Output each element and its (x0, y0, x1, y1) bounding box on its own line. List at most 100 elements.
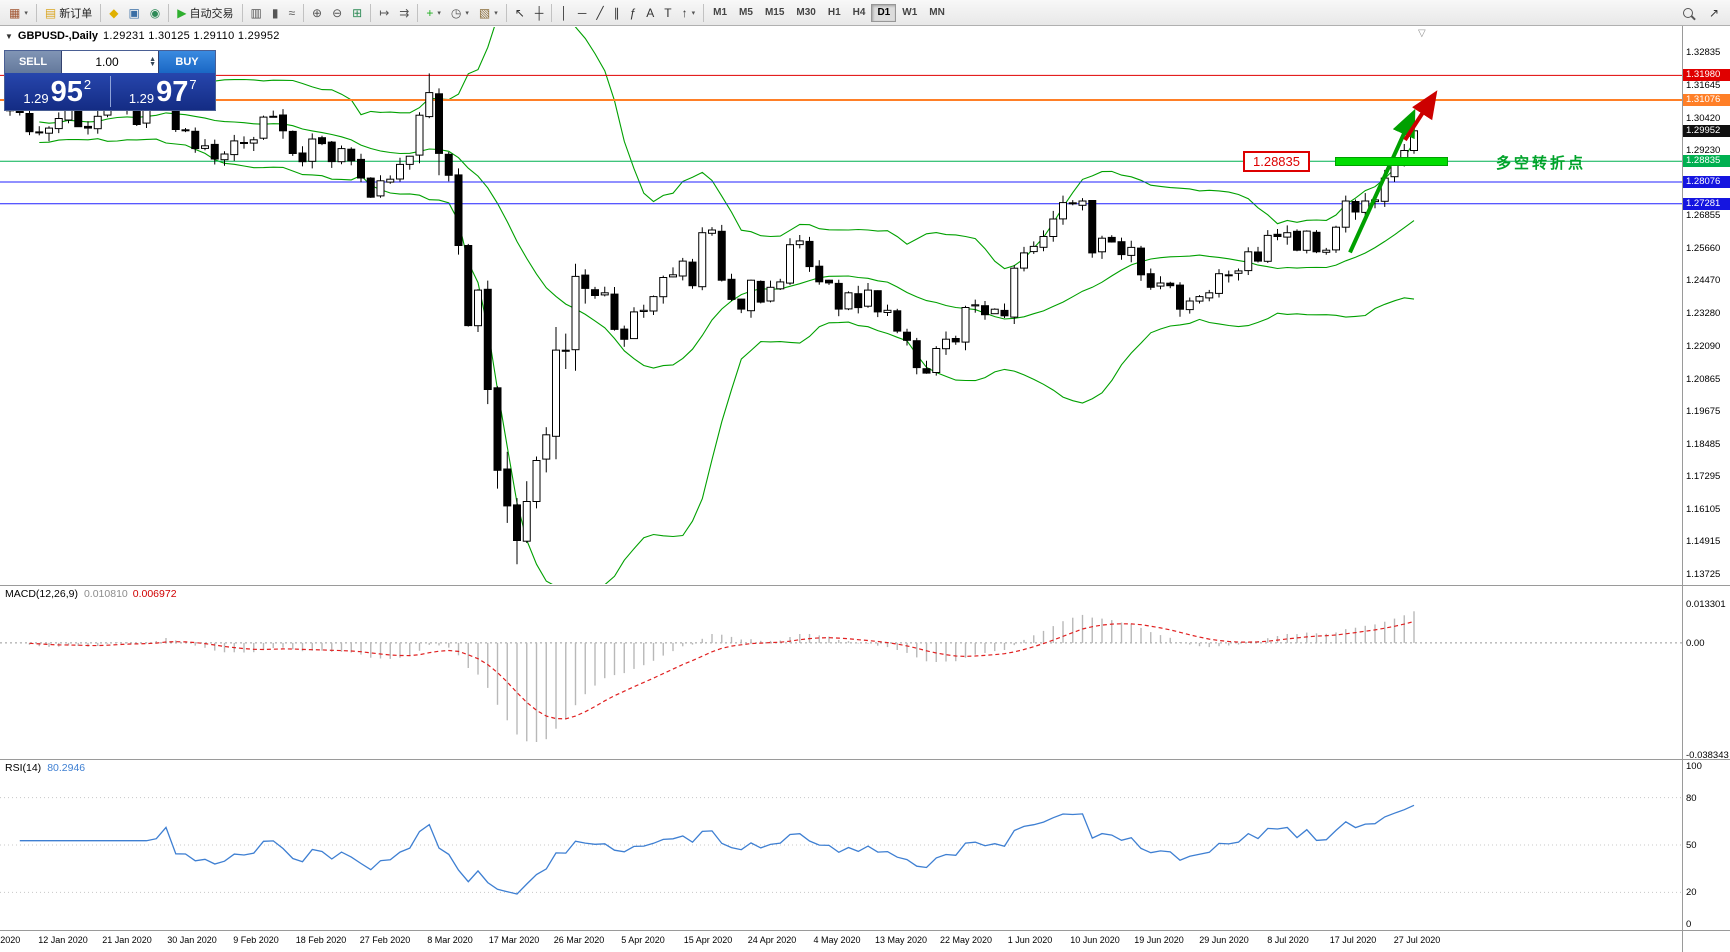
line-chart-mode-button[interactable]: ≈ (283, 3, 300, 23)
price-tick: 1.13725 (1686, 569, 1721, 580)
trade-panel-prices: 1.29 95 2 1.29 97 7 (5, 73, 215, 110)
templates-button[interactable]: ▧ ▾ (474, 3, 503, 23)
new-order-icon: ▤ (44, 5, 57, 20)
label-button[interactable]: T (659, 3, 676, 23)
buy-price-display[interactable]: 1.29 97 7 (111, 73, 216, 110)
vertical-line-button[interactable]: │ (555, 3, 573, 23)
toolbar-separator (35, 3, 37, 22)
cursor-button[interactable]: ↖ (510, 3, 530, 23)
toolbar-separator (100, 3, 102, 22)
bar-chart-mode-button[interactable]: ▥ (246, 3, 267, 23)
date-label: 26 Mar 2020 (553, 935, 605, 945)
volume-value: 1.00 (95, 55, 119, 69)
date-label: 17 Jul 2020 (1329, 935, 1377, 945)
macd-panel-splitter[interactable] (0, 585, 1730, 586)
zoom-in-button[interactable]: ⊕ (307, 3, 327, 23)
macd-signal-value: 0.006972 (132, 588, 177, 600)
new-order-button[interactable]: ▤ 新订单 (40, 3, 97, 23)
timeframe-d1[interactable]: D1 (871, 3, 897, 22)
date-label: 13 May 2020 (874, 935, 928, 945)
quick-jump-icon: ↗ (1708, 5, 1719, 20)
quick-jump-button[interactable]: ↗ (1704, 3, 1724, 23)
tile-windows-button[interactable]: ⊞ (347, 3, 367, 23)
volume-field[interactable]: 1.00 ▲ ▼ (62, 51, 158, 73)
fibonacci-button[interactable]: ƒ (625, 3, 642, 23)
zoom-out-icon: ⊖ (332, 5, 343, 20)
sell-price-prefix: 1.29 (23, 91, 49, 106)
dropdown-arrow-icon[interactable]: ▾ (24, 9, 28, 17)
timeframe-h4[interactable]: H4 (847, 4, 872, 22)
toolbar-separator (241, 3, 243, 22)
time-axis[interactable]: 9 Jan 2020 12 Jan 2020 21 Jan 2020 30 Jan 2… (0, 931, 1682, 952)
dropdown-arrow-icon[interactable]: ▾ (691, 9, 696, 17)
cursor-icon: ↖ (514, 5, 525, 20)
periods-button[interactable]: ◷ ▾ (446, 3, 474, 23)
rsi-panel-splitter[interactable] (0, 759, 1730, 760)
candlestick-mode-icon: ▮ (271, 5, 279, 20)
sell-price-display[interactable]: 1.29 95 2 (5, 73, 110, 110)
candlestick-mode-button[interactable]: ▮ (267, 3, 284, 23)
price-tick: 1.14915 (1686, 536, 1721, 547)
auto-trading-label: 自动交易 (189, 7, 234, 20)
macd-indicator-label: MACD(12,26,9) 0.010810 0.006972 (5, 588, 177, 600)
new-order-label: 新订单 (59, 7, 93, 20)
price-divider (109, 76, 111, 107)
date-label: 5 Apr 2020 (621, 935, 665, 945)
search-icon (1682, 7, 1693, 18)
dropdown-arrow-icon[interactable]: ▾ (465, 9, 469, 17)
volume-up-icon[interactable]: ▲ (149, 56, 156, 63)
rsi-tick: 100 (1686, 761, 1702, 772)
timeframe-m30[interactable]: M30 (790, 4, 821, 22)
rsi-tick: 0 (1686, 919, 1692, 930)
timeframe-m5[interactable]: M5 (733, 4, 759, 22)
chart-shift-button[interactable]: ⇉ (394, 3, 414, 23)
dropdown-arrow-icon[interactable]: ▾ (494, 9, 498, 17)
search-button[interactable] (1678, 3, 1698, 23)
collapse-panel-icon[interactable]: ▼ (5, 31, 13, 41)
indicators-button[interactable]: + ▾ (421, 3, 446, 23)
crosshair-button[interactable]: ┼ (530, 3, 549, 23)
date-label: 18 Feb 2020 (295, 935, 347, 945)
timeframe-w1[interactable]: W1 (896, 4, 923, 22)
navigator-button[interactable]: ◉ (145, 3, 165, 23)
zoom-out-button[interactable]: ⊖ (327, 3, 347, 23)
text-button[interactable]: A (641, 3, 659, 23)
bar-chart-mode-icon: ▥ (250, 5, 262, 20)
symbol-bar: ▼ GBPUSD-,Daily 1.29231 1.30125 1.29110 … (5, 30, 280, 42)
auto-scroll-button[interactable]: ↦ (374, 3, 394, 23)
new-chart-button[interactable]: ▦ ▾ (4, 3, 33, 23)
breakout-zone-highlight[interactable] (1335, 157, 1448, 166)
auto-trading-button[interactable]: ▶ 自动交易 (172, 3, 238, 23)
timeframe-h1[interactable]: H1 (822, 4, 847, 22)
date-label: 17 Mar 2020 (488, 935, 540, 945)
navigator-icon: ◉ (149, 5, 161, 20)
timeframe-m15[interactable]: M15 (759, 4, 790, 22)
metaeditor-button[interactable]: ◆ (104, 3, 123, 23)
date-label: 10 Jun 2020 (1070, 935, 1120, 945)
annotation-note[interactable]: 多空转折点 (1496, 155, 1587, 172)
price-axis[interactable]: 1.328351.316451.304201.292301.280401.268… (1683, 26, 1730, 952)
dropdown-arrow-icon[interactable]: ▾ (437, 9, 441, 17)
periods-icon: ◷ (450, 5, 462, 20)
buy-button[interactable]: BUY (159, 51, 215, 73)
arrows-tool-button[interactable]: ↑ ▾ (677, 3, 701, 23)
date-label: 22 May 2020 (939, 935, 993, 945)
sell-button[interactable]: SELL (5, 51, 61, 73)
volume-down-icon[interactable]: ▼ (149, 61, 156, 68)
price-tick: 1.22090 (1686, 341, 1721, 352)
horizontal-line-button[interactable]: ─ (573, 3, 592, 23)
trendline-button[interactable]: ╱ (591, 3, 608, 23)
price-level-label[interactable]: 1.28835 (1243, 151, 1310, 172)
equidistant-channel-button[interactable]: ∥ (609, 3, 625, 23)
timeframe-mn[interactable]: MN (923, 4, 951, 22)
chart-shift-marker[interactable]: ▽ (1418, 28, 1426, 39)
toolbar-separator (168, 3, 170, 22)
ohlc-values: 1.29231 1.30125 1.29110 1.29952 (103, 30, 280, 42)
market-watch-button[interactable]: ▣ (123, 3, 144, 23)
price-tick: 1.30420 (1686, 113, 1721, 124)
price-badge: 1.28835 (1683, 155, 1730, 167)
timeframe-m1[interactable]: M1 (707, 4, 733, 22)
